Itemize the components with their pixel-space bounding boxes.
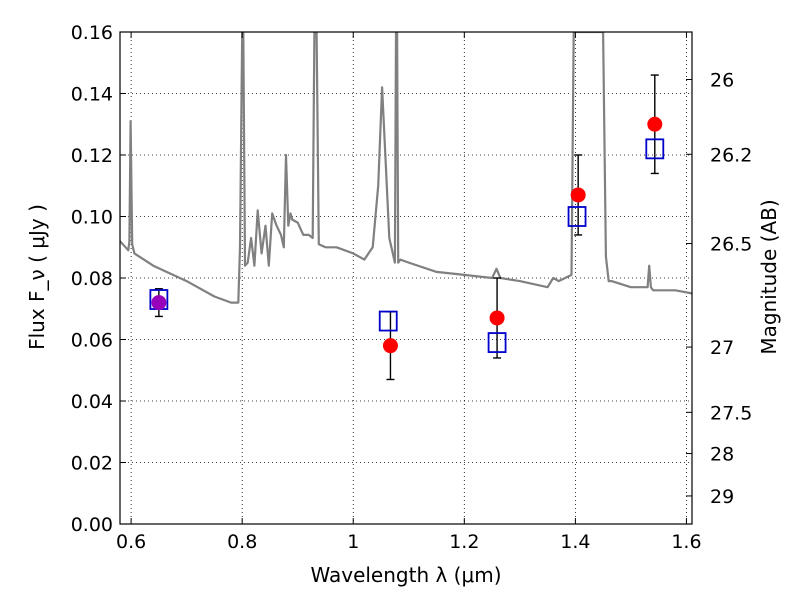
y2-tick-label: 27.5 — [710, 402, 752, 424]
y2-tick-label: 28 — [710, 444, 734, 466]
axis-ticks — [120, 31, 692, 525]
x-tick-label: 1 — [347, 531, 359, 553]
y-tick-label: 0.08 — [71, 268, 113, 290]
model-photometry-square — [645, 138, 665, 160]
y-tick-label: 0.10 — [71, 207, 113, 229]
grid-lines — [120, 32, 692, 524]
model-spectrum-layer — [120, 32, 692, 304]
y-tick-label: 0.04 — [71, 391, 113, 413]
plot-frame — [119, 31, 693, 525]
data-markers — [149, 116, 665, 354]
y-tick-label: 0.16 — [71, 22, 113, 44]
x-tick-label: 0.8 — [227, 531, 257, 553]
x-tick-label: 1.4 — [560, 531, 590, 553]
x-tick-label: 1.6 — [671, 531, 701, 553]
observed-flux-point — [647, 116, 663, 132]
x-tick-label: 0.6 — [116, 531, 146, 553]
y2-tick-label: 26.2 — [710, 144, 752, 166]
model-photometry-square — [567, 206, 587, 227]
observed-flux-point — [382, 338, 398, 354]
y-tick-label: 0.14 — [71, 84, 113, 106]
y-tick-label: 0.00 — [71, 514, 113, 536]
y2-tick-label: 29 — [710, 486, 734, 508]
observed-flux-point — [570, 187, 586, 203]
y2-tick-label: 27 — [710, 337, 734, 359]
model-spectrum-line — [120, 32, 692, 304]
x-axis-title: Wavelength λ (μm) — [310, 563, 501, 587]
x-tick-label: 1.2 — [449, 531, 479, 553]
observed-flux-point — [151, 295, 167, 311]
y-tick-label: 0.12 — [71, 145, 113, 167]
y-tick-label: 0.06 — [71, 330, 113, 352]
model-photometry-square — [487, 332, 507, 353]
y-axis-title: Flux F_ν ( μJy ) — [25, 204, 49, 350]
y-tick-label: 0.02 — [71, 453, 113, 475]
observed-flux-point — [489, 310, 505, 326]
error-bars — [154, 74, 659, 381]
y2-tick-label: 26.5 — [710, 234, 752, 256]
y2-tick-label: 26 — [710, 70, 734, 92]
model-photometry-square — [378, 310, 398, 332]
tick-labels: 0.6 0.8 1 1.2 1.4 1.6 0.00 0.02 0.04 0.06 0.08 0.10… — [71, 22, 753, 553]
y2-axis-title: Magnitude (AB) — [757, 199, 781, 354]
